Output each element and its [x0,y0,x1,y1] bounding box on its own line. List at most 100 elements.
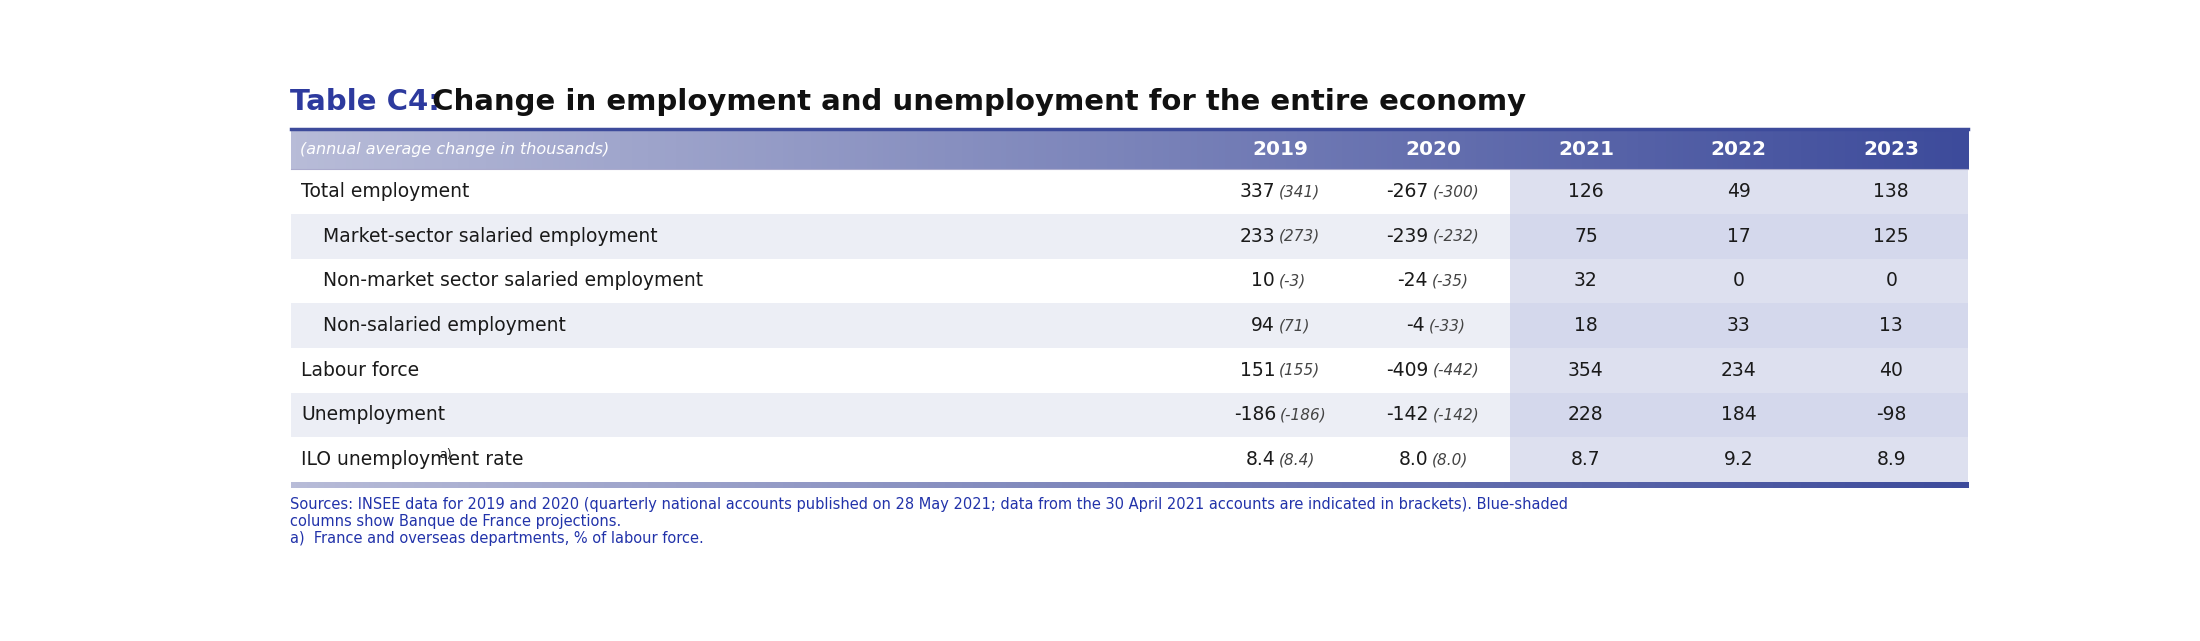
Bar [1643,129,1650,169]
Bar [1679,129,1683,169]
Bar [1815,214,1967,258]
Bar [860,482,867,488]
Bar [1487,482,1494,488]
Bar [323,482,330,488]
Bar [1001,482,1008,488]
Bar [603,482,609,488]
Text: (-186): (-186) [1280,408,1327,422]
Bar [341,129,348,169]
Bar [810,482,816,488]
Bar [700,129,706,169]
Bar [1934,129,1940,169]
Text: (71): (71) [1278,318,1309,333]
Bar [425,129,431,169]
Bar [1773,129,1780,169]
Bar [1610,482,1617,488]
Bar [290,303,1969,348]
Bar [1912,129,1918,169]
Bar [1353,129,1360,169]
Bar [777,482,783,488]
Text: (8.0): (8.0) [1432,452,1467,467]
Text: (341): (341) [1278,184,1320,199]
Bar [1001,129,1008,169]
Bar [1186,129,1192,169]
Bar [475,482,482,488]
Bar [1683,129,1690,169]
Bar [587,129,594,169]
Bar [493,482,497,488]
Bar [370,129,376,169]
Bar [1019,129,1023,169]
Text: (8.4): (8.4) [1278,452,1316,467]
Bar [968,129,975,169]
Text: 8.4: 8.4 [1245,450,1276,469]
Bar [922,482,928,488]
Bar [1263,482,1269,488]
Bar [1129,129,1135,169]
Bar [1335,129,1342,169]
Bar [1269,482,1276,488]
Bar [990,482,997,488]
Bar [682,482,689,488]
Bar [1582,129,1588,169]
Bar [447,482,453,488]
Bar [1650,129,1657,169]
Bar [638,482,645,488]
Text: (-3): (-3) [1278,274,1307,288]
Bar [290,437,1969,482]
Bar [1839,129,1846,169]
Bar [777,129,783,169]
Bar [722,482,728,488]
Bar [884,482,889,488]
Bar [1386,129,1393,169]
Bar [1041,482,1047,488]
Bar [1815,258,1967,303]
Bar [290,393,1969,437]
Bar [1940,482,1947,488]
Bar [1566,482,1573,488]
Bar [323,129,330,169]
Bar [392,482,398,488]
Bar [737,482,744,488]
Bar [834,482,840,488]
Bar [1650,482,1657,488]
Text: 0: 0 [1734,272,1745,290]
Bar [1258,482,1265,488]
Bar [385,129,392,169]
Bar [308,129,315,169]
Bar [983,482,990,488]
Bar [352,482,359,488]
Bar [1593,129,1599,169]
Bar [475,129,482,169]
Bar [917,129,924,169]
Bar [407,129,414,169]
Bar [799,482,805,488]
Bar [1923,482,1929,488]
Bar [653,482,660,488]
Bar [1716,129,1723,169]
Bar [1672,129,1679,169]
Bar [1509,348,1663,393]
Bar [1663,437,1815,482]
Bar [1113,129,1120,169]
Bar [1397,129,1404,169]
Bar [1252,482,1258,488]
Bar [979,482,986,488]
Bar [396,482,403,488]
Text: 2022: 2022 [1712,140,1767,159]
Bar [972,129,979,169]
Bar [1186,482,1192,488]
Bar [1628,482,1635,488]
Bar [1800,129,1806,169]
Bar [576,129,583,169]
Bar [407,482,414,488]
Bar [1824,482,1830,488]
Bar [1052,482,1058,488]
Bar [1850,129,1857,169]
Text: Non-salaried employment: Non-salaried employment [323,316,565,335]
Bar [631,129,638,169]
Bar [1588,129,1595,169]
Bar [1571,129,1577,169]
Bar [805,129,812,169]
Text: -4: -4 [1406,316,1426,335]
